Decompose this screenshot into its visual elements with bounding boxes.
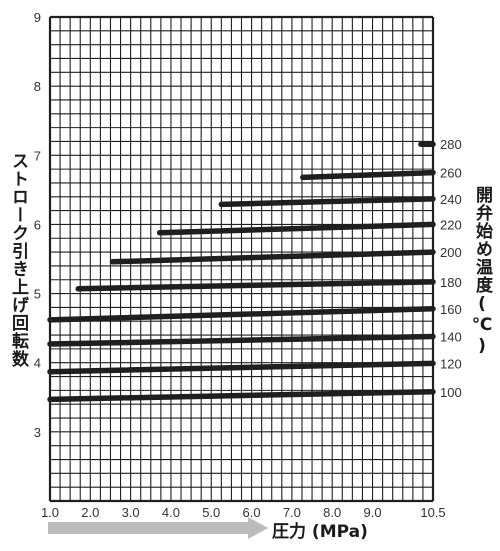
y-tick-label: 9	[34, 10, 41, 25]
x-tick-label: 7.0	[283, 505, 301, 520]
chart-tick-labels: 3 4 5 6 7 8 9 1.0 2.0 3.0 4.0 5.0 6.0 7.0 8.0 9.0 10.5	[34, 10, 446, 520]
series-label-120: 120	[440, 356, 462, 371]
series-line-260	[300, 169, 436, 181]
x-axis-label: 圧力 (MPa)	[272, 522, 368, 542]
series-label-260: 260	[440, 166, 462, 181]
series-label-200: 200	[440, 245, 462, 260]
x-tick-label: 10.5	[420, 505, 445, 520]
x-tick-label: 6.0	[243, 505, 261, 520]
x-tick-label: 9.0	[363, 505, 381, 520]
chart-series-labels: 280 260 240 220 200 180 160 140 120 100	[440, 137, 462, 400]
y-tick-label: 3	[34, 425, 41, 440]
y-tick-label: 7	[34, 148, 41, 163]
x-tick-label: 2.0	[81, 505, 99, 520]
x-tick-label: 1.0	[41, 505, 59, 520]
series-line-120	[47, 360, 436, 375]
series-line-240	[218, 196, 436, 208]
series-label-160: 160	[440, 302, 462, 317]
y-axis-label: ストローク引き上げ回転数	[8, 152, 28, 368]
y-tick-label: 4	[34, 356, 41, 371]
series-line-140	[47, 333, 436, 347]
series-line-220	[156, 221, 436, 236]
y-tick-label: 6	[34, 217, 41, 232]
series-label-280: 280	[440, 137, 462, 152]
series-label-100: 100	[440, 385, 462, 400]
secondary-y-axis-label: 開弁始め温度(℃)	[472, 186, 492, 357]
x-tick-label: 4.0	[162, 505, 180, 520]
series-line-180	[75, 279, 436, 292]
series-label-140: 140	[440, 329, 462, 344]
pressure-arrow-icon	[48, 517, 268, 539]
x-tick-label: 3.0	[122, 505, 140, 520]
series-line-160	[47, 306, 436, 323]
series-label-240: 240	[440, 192, 462, 207]
y-tick-label: 8	[34, 79, 41, 94]
x-tick-label: 5.0	[202, 505, 220, 520]
chart-series-lines	[47, 141, 436, 403]
series-line-100	[47, 389, 436, 403]
series-label-180: 180	[440, 275, 462, 290]
x-tick-label: 8.0	[323, 505, 341, 520]
y-tick-label: 5	[34, 287, 41, 302]
series-line-200	[109, 249, 436, 265]
series-label-220: 220	[440, 217, 462, 232]
